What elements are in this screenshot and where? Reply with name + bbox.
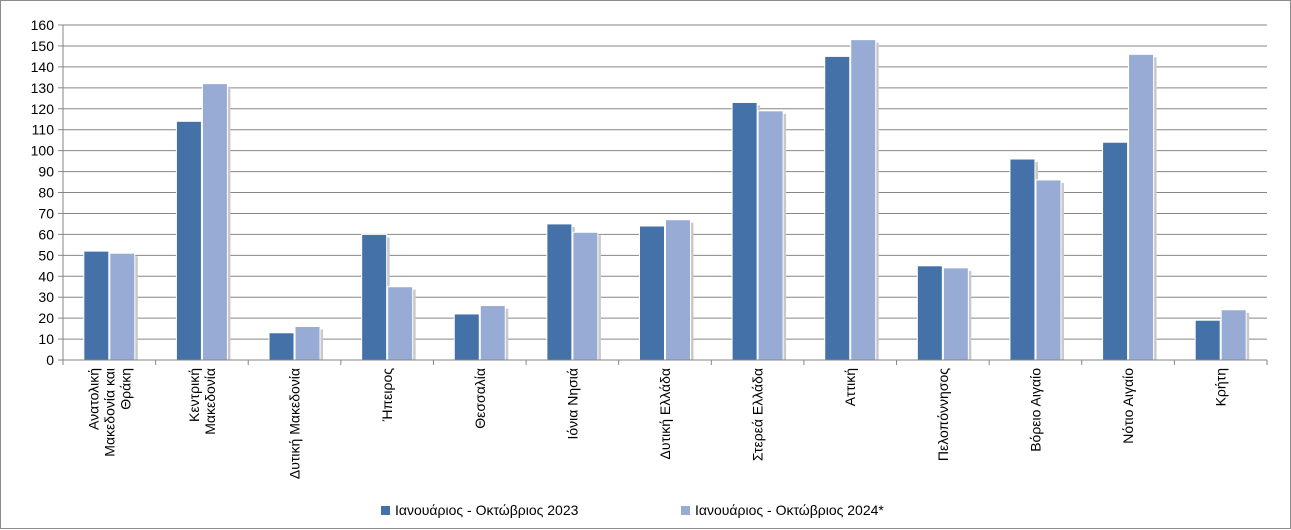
legend-item: Ιανουάριος - Οκτώβριος 2024* <box>681 502 884 518</box>
bar-2024 <box>479 305 506 361</box>
bar-2023 <box>1194 319 1221 361</box>
legend-label: Ιανουάριος - Οκτώβριος 2024* <box>695 502 884 518</box>
bar-2024 <box>294 326 321 361</box>
bar-2023 <box>639 225 665 361</box>
y-tick-label: 30 <box>38 289 54 305</box>
bar-2023 <box>1009 158 1036 361</box>
y-tick-label: 130 <box>31 80 55 96</box>
x-category-label-line: Δυτική Ελλάδα <box>657 368 673 459</box>
bar-2024 <box>1128 53 1155 361</box>
legend-label: Ιανουάριος - Οκτώβριος 2023 <box>395 502 579 518</box>
bar-2024 <box>201 83 228 361</box>
x-category-label-line: Κρήτη <box>1213 368 1229 406</box>
y-tick-label: 40 <box>38 268 54 284</box>
x-category-label: Δυτική Μακεδονία <box>287 368 303 479</box>
y-axis-tick-labels: 0 10 20 30 40 50 60 70 80 90 100 110 120 130 140 150 160 <box>31 17 55 368</box>
y-tick-label: 140 <box>31 59 55 75</box>
bar-2023 <box>453 313 480 361</box>
y-tick-label: 90 <box>38 164 54 180</box>
legend: Ιανουάριος - Οκτώβριος 2023 Ιανουάριος - … <box>381 502 884 518</box>
x-category-label: Νότιο Αιγαίο <box>1120 368 1136 444</box>
y-tick-label: 20 <box>38 310 54 326</box>
x-category-label: Ιόνια Νησιά <box>564 368 580 440</box>
bar-2024 <box>850 39 877 361</box>
x-category-label: Βόρειο Αιγαίο <box>1027 368 1043 452</box>
x-category-label-line: Θεσσαλία <box>472 368 488 429</box>
bar-2023 <box>1102 141 1129 361</box>
axes <box>62 25 1268 365</box>
bars <box>83 39 1250 361</box>
x-category-label: Κεντρική Μακεδονία <box>186 368 218 435</box>
x-category-label: Δυτική Ελλάδα <box>657 368 673 459</box>
y-tick-label: 50 <box>38 247 54 263</box>
x-category-label: Ανατολική Μακεδονία και Θράκη <box>85 368 133 457</box>
legend-swatch <box>681 506 690 515</box>
bar-2023 <box>731 101 758 361</box>
legend-item: Ιανουάριος - Οκτώβριος 2023 <box>381 502 579 518</box>
bar-2023 <box>916 265 943 361</box>
x-category-label-line: Νότιο Αιγαίο <box>1120 368 1136 444</box>
x-category-label: Αττική <box>842 368 858 406</box>
y-tick-label: 0 <box>46 352 54 368</box>
y-tick-label: 120 <box>31 101 55 117</box>
x-category-label: Ήπειρος <box>379 368 395 422</box>
bar-2023 <box>175 120 202 361</box>
x-category-label-line: Θράκη <box>117 368 133 410</box>
x-category-label: Θεσσαλία <box>472 368 488 429</box>
bar-2024 <box>942 267 969 361</box>
bar-2024 <box>757 110 784 361</box>
x-category-label-line: Ήπειρος <box>379 368 395 422</box>
y-tick-label: 110 <box>32 122 55 138</box>
y-tick-label: 160 <box>31 17 55 33</box>
bar-2023 <box>361 233 388 361</box>
x-category-label-line: Μακεδονία και <box>101 368 117 457</box>
bar-2024 <box>1035 179 1062 361</box>
bar-2024 <box>109 252 136 361</box>
y-tick-label: 80 <box>38 185 54 201</box>
bar-2023 <box>546 223 573 361</box>
x-category-label-line: Δυτική Μακεδονία <box>287 368 303 479</box>
x-category-label-line: Βόρειο Αιγαίο <box>1027 368 1043 452</box>
x-category-label-line: Στερεά Ελλάδα <box>750 368 766 461</box>
x-category-label-line: Ανατολική <box>85 368 101 430</box>
y-tick-label: 100 <box>31 143 55 159</box>
y-tick-label: 150 <box>31 38 55 54</box>
x-category-label: Κρήτη <box>1213 368 1229 406</box>
x-category-label-line: Κεντρική <box>186 368 202 422</box>
bar-2024 <box>572 231 599 361</box>
y-tick-label: 60 <box>38 226 54 242</box>
y-tick-label: 10 <box>38 331 54 347</box>
bar-2024 <box>1220 309 1247 361</box>
bar-2023 <box>268 332 295 361</box>
x-category-label: Πελοπόννησος <box>935 368 951 461</box>
x-axis-category-labels: Ανατολική Μακεδονία και Θράκη Κεντρική Μακεδ… <box>85 368 1228 479</box>
x-category-label: Στερεά Ελλάδα <box>750 368 766 461</box>
x-category-label-line: Αττική <box>842 368 858 406</box>
bar-2023 <box>83 250 110 361</box>
x-category-label-line: Μακεδονία <box>202 368 218 435</box>
x-category-label-line: Πελοπόννησος <box>935 368 951 461</box>
legend-swatch <box>381 506 390 515</box>
x-category-label-line: Ιόνια Νησιά <box>564 368 580 440</box>
bar-2023 <box>824 55 851 361</box>
bar-2024 <box>387 286 414 361</box>
y-tick-label: 70 <box>38 205 54 221</box>
bar-2024 <box>665 219 691 361</box>
